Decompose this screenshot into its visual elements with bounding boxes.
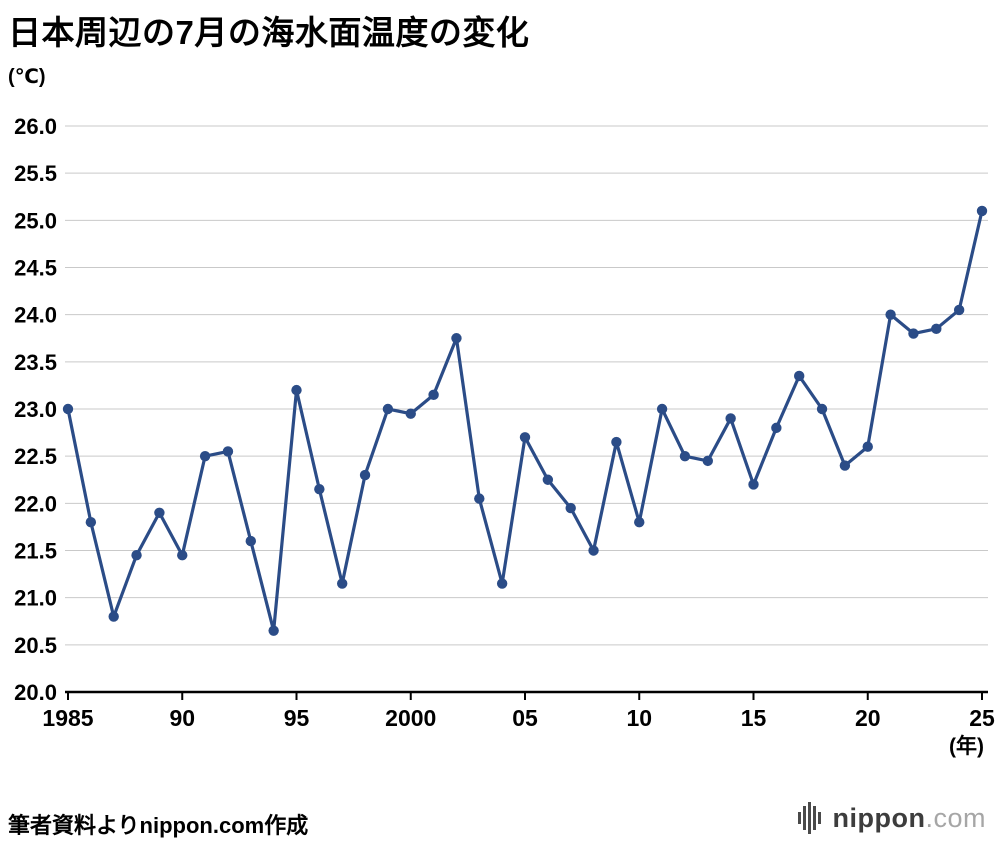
x-tick-label: 25 — [969, 705, 995, 731]
data-point — [382, 403, 394, 415]
data-point — [245, 535, 256, 547]
y-tick-label: 20.0 — [14, 680, 57, 705]
data-point — [199, 450, 211, 462]
y-tick-label: 22.5 — [14, 444, 57, 469]
y-tick-label: 23.5 — [14, 350, 57, 375]
logo-tld: .com — [925, 802, 986, 833]
data-point — [405, 408, 416, 419]
x-tick-label: 15 — [741, 705, 767, 731]
x-axis-unit-label: (年) — [949, 735, 984, 758]
data-point — [725, 413, 736, 424]
data-point — [771, 422, 782, 434]
data-point — [611, 436, 622, 448]
data-point — [656, 403, 668, 415]
data-point — [268, 625, 279, 636]
data-point — [953, 304, 965, 316]
data-point — [794, 370, 805, 382]
data-point — [702, 455, 713, 467]
data-point — [108, 611, 119, 622]
y-tick-label: 24.0 — [14, 303, 57, 328]
data-point — [839, 460, 851, 471]
data-point — [428, 389, 439, 401]
data-point — [222, 446, 234, 457]
data-point — [337, 578, 348, 589]
y-tick-label: 23.0 — [14, 397, 57, 422]
y-tick-label: 21.0 — [14, 586, 57, 611]
data-point — [519, 432, 531, 443]
y-tick-label: 22.0 — [14, 491, 57, 516]
data-point — [679, 450, 691, 462]
temperature-line-chart: 20.0 20.5 21.0 21.5 22.0 22.5 23.0 23.5 24.0 24.5… — [14, 114, 995, 731]
y-axis-unit-label: (℃) — [8, 66, 46, 88]
data-point — [862, 441, 873, 452]
data-point — [154, 507, 165, 518]
data-point — [291, 384, 302, 396]
data-point — [908, 328, 919, 339]
data-point — [314, 483, 325, 495]
y-tick-label: 26.0 — [14, 114, 57, 139]
data-point — [496, 578, 508, 589]
data-point — [816, 403, 828, 415]
y-tick-label: 20.5 — [14, 633, 57, 658]
data-point — [85, 517, 97, 528]
data-point — [62, 403, 74, 415]
data-point — [474, 493, 485, 504]
data-line — [66, 209, 984, 633]
data-point — [451, 333, 462, 344]
y-tick-label: 24.5 — [14, 256, 57, 281]
x-tick-label: 10 — [626, 705, 652, 731]
data-point — [931, 323, 942, 335]
data-point — [588, 545, 599, 556]
x-tick-label: 2000 — [385, 705, 436, 731]
data-point — [634, 517, 645, 528]
data-point — [976, 205, 988, 217]
data-point — [359, 469, 371, 481]
nippon-logo-bars-icon — [797, 802, 821, 834]
x-tick-label: 20 — [855, 705, 881, 731]
logo-brand: nippon — [832, 802, 926, 833]
nippon-logo: nippon.com — [797, 802, 986, 834]
x-tick-label: 95 — [284, 705, 310, 731]
data-point — [748, 479, 759, 490]
data-point — [131, 550, 142, 561]
y-tick-label: 25.5 — [14, 161, 57, 186]
data-point — [542, 474, 554, 485]
chart-title: 日本周辺の7月の海水面温度の変化 — [8, 14, 530, 51]
y-tick-label: 25.0 — [14, 208, 57, 233]
data-point — [565, 502, 576, 514]
x-tick-label: 05 — [512, 705, 538, 731]
nippon-logo-text: nippon.com — [833, 803, 986, 834]
y-tick-label: 21.5 — [14, 539, 57, 564]
source-note: 筆者資料よりnippon.com作成 — [8, 813, 309, 838]
data-point — [177, 550, 188, 561]
data-point — [885, 309, 896, 320]
x-tick-label: 90 — [169, 705, 195, 731]
x-tick-label: 1985 — [42, 705, 93, 731]
